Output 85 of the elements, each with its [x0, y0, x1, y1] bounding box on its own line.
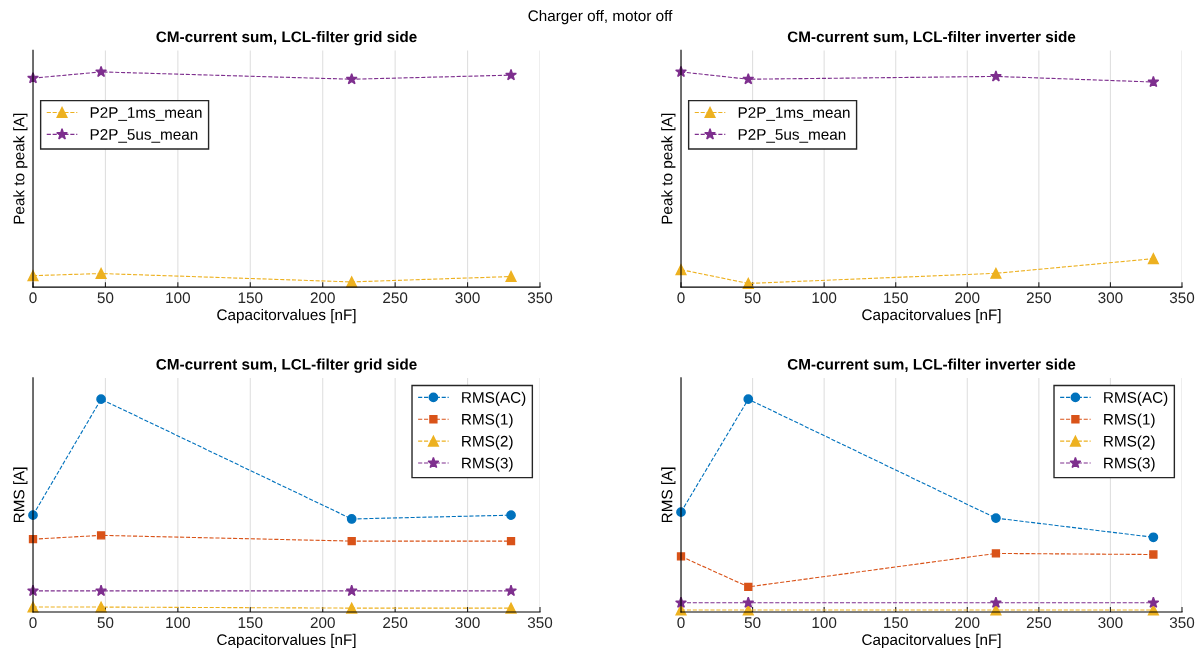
point [346, 514, 357, 524]
point [96, 394, 106, 405]
point [742, 596, 755, 608]
x-axis-title: Capacitorvalues [nF] [862, 633, 1001, 649]
text: Charger off, motor off [528, 9, 673, 25]
legend-label: RMS(3) [1104, 457, 1155, 472]
y-axis-title: RMS [A] [661, 467, 676, 523]
x-tick-label: 250 [383, 617, 408, 629]
x-tick-label: 200 [310, 617, 335, 629]
x-tick-label: 100 [166, 617, 191, 629]
x-tick-label: 300 [455, 292, 480, 304]
x-tick-label: 300 [1098, 617, 1123, 629]
x-tick-label: 50 [97, 292, 114, 304]
x-tick-label: 50 [744, 292, 761, 304]
point [989, 596, 1002, 608]
point [345, 584, 358, 597]
x-tick-label: 150 [884, 292, 908, 304]
chart-title: CM-current sum, LCL-filter grid side [156, 30, 417, 46]
point [990, 267, 1002, 279]
chart-title: CM-current sum, LCL-filter inverter side [787, 358, 1076, 372]
point [505, 270, 517, 283]
point [991, 513, 1001, 523]
x-tick-label: 350 [1169, 292, 1195, 304]
point [95, 267, 107, 280]
legend-label: RMS(2) [462, 435, 513, 450]
x-tick-label: 150 [884, 617, 908, 629]
point [506, 536, 516, 546]
point [1147, 75, 1160, 88]
x-tick-label: 250 [1026, 617, 1052, 629]
chart-title: CM-current sum, LCL-filter grid side [156, 358, 417, 373]
x-axis-title: Capacitorvalues [nF] [217, 633, 356, 649]
point [345, 72, 358, 85]
x-tick-label: 300 [1098, 292, 1123, 304]
x-tick-label: 200 [955, 292, 980, 304]
legend-label: P2P_5us_mean [90, 129, 198, 143]
x-tick-label: 0 [677, 292, 685, 304]
point [989, 70, 1002, 82]
point [743, 394, 754, 405]
point [1148, 532, 1159, 543]
x-tick-label: 100 [166, 292, 191, 304]
x-tick-label: 50 [97, 617, 114, 629]
point [506, 510, 516, 521]
legend-label: RMS(1) [1104, 413, 1155, 428]
legend-label: P2P_5us_mean [738, 129, 846, 143]
y-axis-title: Peak to peak [A] [13, 113, 28, 224]
x-tick-label: 0 [29, 617, 37, 629]
point [1149, 550, 1158, 559]
legend-label: RMS(2) [1104, 435, 1155, 450]
x-tick-label: 0 [677, 617, 685, 629]
x-axis-title: Capacitorvalues [nF] [217, 308, 356, 324]
x-tick-label: 250 [383, 292, 408, 304]
x-tick-label: 100 [812, 617, 837, 629]
legend-label: P2P_1ms_mean [90, 107, 202, 121]
x-tick-label: 350 [1169, 617, 1195, 629]
point [347, 536, 356, 546]
y-axis-title: RMS [A] [13, 467, 28, 523]
point [95, 584, 108, 597]
point [1147, 596, 1160, 608]
x-tick-label: 350 [527, 292, 553, 304]
x-tick-label: 250 [1026, 292, 1052, 304]
legend-label: RMS(3) [462, 457, 513, 472]
x-tick-label: 50 [744, 617, 761, 629]
x-tick-label: 150 [238, 292, 263, 304]
x-tick-label: 0 [29, 292, 37, 304]
x-tick-label: 350 [527, 617, 553, 629]
legend-label: RMS(AC) [462, 391, 526, 406]
legend-label: RMS(1) [462, 413, 513, 428]
x-tick-label: 200 [955, 617, 980, 629]
y-axis-title: Peak to peak [A] [661, 113, 676, 224]
x-axis-title: Capacitorvalues [nF] [862, 308, 1001, 324]
point [505, 68, 518, 81]
point [1147, 253, 1159, 265]
point [742, 72, 755, 85]
point [95, 65, 108, 78]
point [96, 531, 106, 540]
x-tick-label: 100 [812, 292, 837, 304]
chart-title: CM-current sum, LCL-filter inverter side [787, 30, 1076, 45]
x-tick-label: 150 [238, 617, 263, 629]
x-tick-label: 300 [455, 617, 480, 629]
legend-label: P2P_1ms_mean [738, 107, 850, 121]
point [505, 584, 518, 597]
point [991, 549, 1001, 558]
x-tick-label: 200 [310, 292, 335, 304]
legend-label: RMS(AC) [1104, 391, 1168, 406]
point [744, 582, 753, 592]
